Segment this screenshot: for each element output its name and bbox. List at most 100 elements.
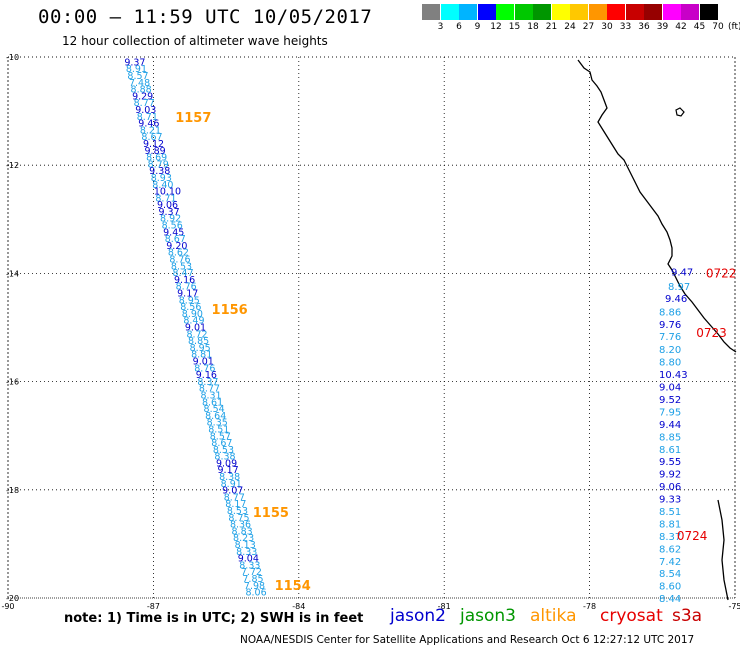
wave-height-label: 8.56: [180, 302, 201, 313]
wave-height-label: 8.21: [140, 125, 161, 136]
legend-label: 12: [490, 22, 502, 32]
wave-height-label: 8.31: [200, 390, 221, 401]
wave-height-label: 7.76: [659, 332, 681, 343]
wave-height-label: 9.89: [145, 146, 166, 157]
map-title: 00:00 – 11:59 UTC 10/05/2017: [38, 6, 373, 28]
legend-label: 6: [456, 22, 462, 32]
legend-unit: (ft): [728, 22, 740, 32]
lon-label: -90: [1, 602, 14, 611]
wave-height-label: 8.62: [168, 248, 189, 259]
legend-swatch-6: [440, 4, 459, 20]
wave-height-label: 9.17: [218, 465, 239, 476]
legend-label: 27: [582, 22, 595, 32]
satellite-jason3: jason3: [460, 606, 516, 626]
wave-height-label: 8.77: [199, 384, 220, 395]
wave-height-label: 9.03: [135, 105, 156, 116]
wave-height-label: 8.53: [227, 506, 248, 517]
wave-height-label: 8.95: [190, 343, 211, 354]
wave-height-label: 9.44: [659, 420, 681, 431]
wave-height-label: 8.37: [197, 377, 218, 388]
wave-height-label: 9.29: [132, 91, 153, 102]
legend-label: 39: [656, 22, 669, 32]
wave-height-label: 8.61: [659, 445, 681, 456]
legend-swatch-9: [459, 4, 477, 20]
wave-height-label: 9.04: [659, 383, 681, 394]
lon-label: -78: [583, 602, 596, 611]
wave-height-label: 8.81: [191, 350, 212, 361]
wave-height-label: 8.53: [213, 445, 234, 456]
lat-label: -12: [6, 161, 19, 170]
wave-height-label: 9.06: [659, 482, 681, 493]
wave-height-label: 7.42: [659, 557, 681, 568]
wave-height-label: 8.17: [225, 499, 246, 510]
wave-height-label: 9.33: [659, 495, 681, 506]
wave-height-label: 8.06: [245, 588, 266, 599]
wave-height-label: 8.92: [160, 214, 181, 225]
wave-height-label: 8.76: [176, 282, 197, 293]
wave-height-label: 8.67: [141, 132, 162, 143]
legend-swatch-12: [477, 4, 496, 20]
legend-label: 18: [527, 22, 539, 32]
wave-height-label: 9.01: [193, 356, 214, 367]
legend-swatch-36: [625, 4, 644, 20]
satellite-altika: altika: [530, 606, 577, 626]
west-track-times: 1157 1156 1155 1154: [175, 111, 311, 594]
wave-height-label: 8.54: [204, 404, 225, 415]
wave-height-label: 8.77: [224, 492, 245, 503]
wave-height-label: 9.38: [149, 166, 170, 177]
pass-time-label: 1157: [175, 111, 211, 126]
pass-time-label: 1154: [275, 579, 311, 594]
legend-swatch-27: [570, 4, 588, 20]
wave-height-label: 8.20: [659, 345, 681, 356]
wave-height-label: 9.09: [216, 458, 237, 469]
wave-height-label: 8.23: [233, 533, 254, 544]
wave-height-label: 8.88: [131, 85, 152, 96]
wave-height-label: 8.38: [214, 452, 235, 463]
lon-label: -87: [147, 602, 160, 611]
wave-height-label: 8.69: [146, 153, 167, 164]
legend-label: 70: [712, 22, 724, 32]
wave-height-label: 8.36: [230, 520, 251, 531]
wave-height-label: 9.46: [665, 294, 687, 305]
lon-label: -84: [292, 602, 305, 611]
wave-height-label: 8.44: [659, 594, 681, 605]
legend-label: 3: [437, 22, 444, 32]
wave-height-label: 8.37: [659, 532, 681, 543]
satellite-s3a: s3a: [672, 606, 703, 626]
legend-label: 15: [508, 22, 521, 32]
lat-label: -20: [6, 594, 19, 603]
units-note: note: 1) Time is in UTC; 2) SWH is in fe…: [64, 611, 364, 626]
wave-height-label: 8.72: [186, 329, 207, 340]
wave-height-label: 8.33: [236, 547, 257, 558]
legend-swatch-39: [644, 4, 662, 20]
west-track-labels: 9.378.918.577.488.889.298.779.038.719.46…: [124, 57, 266, 598]
footer-credit: NOAA/NESDIS Center for Satellite Applica…: [240, 634, 695, 646]
legend-swatch-42: [662, 4, 681, 20]
wave-height-label: 9.76: [659, 320, 681, 331]
wave-height-label: 9.37: [124, 57, 145, 68]
wave-height-label: 10.43: [659, 370, 688, 381]
wave-height-label: 9.47: [671, 267, 693, 278]
wave-height-label: 8.53: [171, 261, 192, 272]
lon-label: -75: [728, 602, 740, 611]
wave-height-label: 8.57: [210, 431, 231, 442]
wave-height-label: 7.85: [242, 574, 263, 585]
legend-label: 24: [564, 22, 576, 32]
wave-height-label: 9.16: [196, 370, 217, 381]
legend-label: 45: [693, 22, 706, 32]
wave-height-label: 9.46: [138, 119, 159, 130]
map-frame: [7, 56, 736, 599]
wave-height-label: 8.76: [169, 255, 190, 266]
legend-swatch-3: [422, 4, 440, 20]
wave-height-label: 8.33: [239, 560, 260, 571]
wave-height-label: 8.38: [219, 472, 240, 483]
legend-swatch-24: [551, 4, 570, 20]
wave-height-label: 8.76: [194, 363, 215, 374]
wave-height-label: 8.85: [188, 336, 209, 347]
wave-height-label: 8.67: [165, 234, 186, 245]
east-track-times: 0722 0723 0724: [677, 266, 737, 542]
wave-height-label: 8.13: [235, 540, 256, 551]
wave-height-label: 7.98: [244, 581, 265, 592]
wave-height-label: 8.86: [659, 307, 681, 318]
